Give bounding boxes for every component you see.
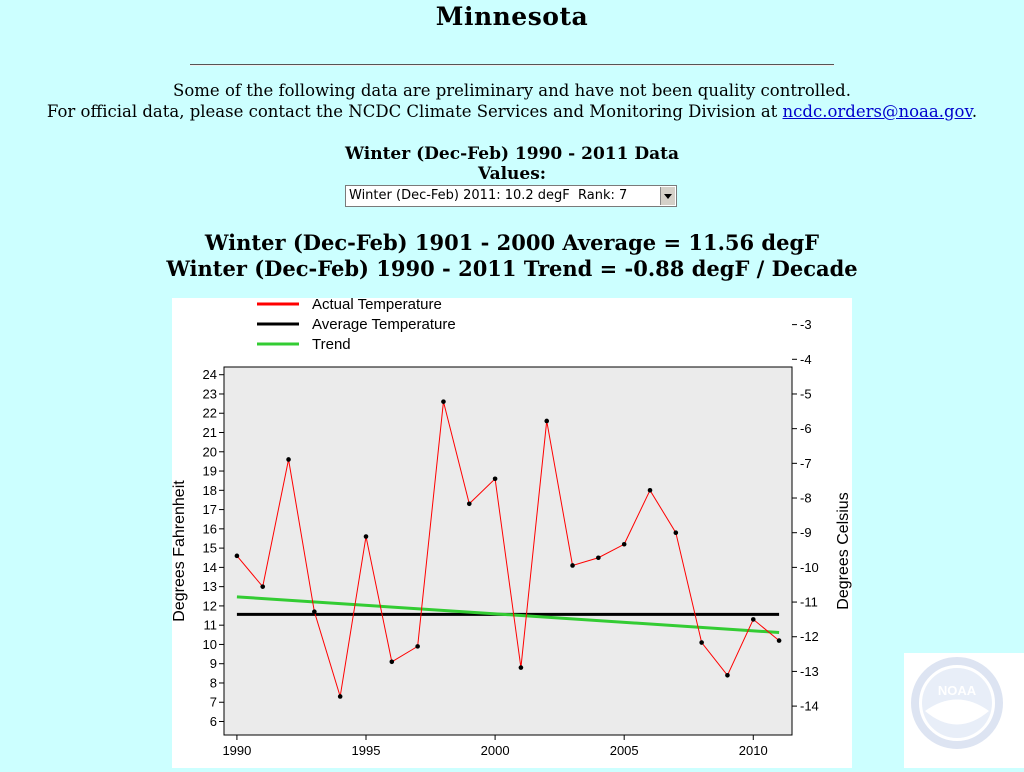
- values-label: Values:: [477, 164, 547, 184]
- chart-container: 67891011121314151617181920212223240-1-2-…: [172, 298, 852, 768]
- y-right-tick-label: -5: [800, 386, 812, 401]
- y-tick-label: 11: [204, 618, 218, 633]
- data-point: [596, 555, 601, 561]
- y-axis-label: Degrees Fahrenheit: [172, 480, 188, 622]
- notice-suffix: .: [971, 102, 978, 121]
- y-right-tick-label: -3: [800, 317, 812, 332]
- notice-prefix: For official data, please contact the NC…: [46, 102, 783, 121]
- y-right-tick-label: -14: [800, 699, 819, 714]
- data-point: [699, 640, 704, 645]
- stats-block: Winter (Dec-Feb) 1901 - 2000 Average = 1…: [0, 230, 1024, 282]
- y-tick-label: 9: [210, 656, 217, 671]
- data-point: [518, 665, 524, 670]
- y-tick-label: 7: [210, 695, 217, 710]
- data-point: [415, 644, 420, 649]
- data-point: [234, 553, 240, 559]
- data-point: [750, 617, 756, 622]
- x-tick-label: 1990: [222, 743, 251, 758]
- trend-line: [236, 595, 780, 634]
- y-axis-label-right: Degrees Celsius: [835, 492, 852, 609]
- y-right-tick-label: -7: [800, 456, 812, 471]
- y-right-tick-label: -11: [800, 595, 818, 610]
- values-dropdown[interactable]: Winter (Dec-Feb) 2011: 10.2 degF Rank: 7: [345, 185, 677, 207]
- chevron-down-icon[interactable]: [660, 187, 675, 205]
- data-point: [647, 488, 653, 493]
- y-right-tick-label: -10: [800, 560, 819, 575]
- data-point: [621, 541, 627, 547]
- noaa-logo-text: NOAA: [938, 683, 977, 698]
- y-tick-label: 10: [203, 637, 217, 652]
- page-title: Minnesota: [435, 2, 589, 31]
- data-heading: Winter (Dec-Feb) 1990 - 2011 Data: [344, 144, 680, 164]
- data-point: [389, 659, 395, 665]
- legend-label: Actual Temperature: [312, 298, 442, 313]
- data-point: [570, 563, 575, 568]
- y-right-tick-label: -12: [800, 629, 819, 644]
- y-tick-label: 22: [203, 406, 217, 421]
- data-notice: Some of the following data are prelimina…: [0, 80, 1024, 122]
- data-point: [363, 534, 369, 539]
- data-point: [673, 530, 679, 535]
- y-tick-label: 23: [203, 386, 217, 401]
- notice-line-2: For official data, please contact the NC…: [0, 101, 1024, 122]
- y-tick-label: 17: [203, 502, 217, 517]
- y-right-tick-label: -6: [800, 421, 812, 436]
- data-heading-block: Winter (Dec-Feb) 1990 - 2011 Data Values…: [0, 144, 1024, 184]
- data-point: [492, 476, 498, 482]
- trend-line: Winter (Dec-Feb) 1990 - 2011 Trend = -0.…: [166, 256, 858, 281]
- y-tick-label: 16: [203, 521, 217, 536]
- actual-temperature-line: [236, 401, 780, 697]
- x-tick-label: 2000: [481, 743, 510, 758]
- values-dropdown-value: Winter (Dec-Feb) 2011: 10.2 degF Rank: 7: [349, 188, 628, 203]
- y-tick-label: 8: [210, 675, 217, 690]
- y-tick-label: 6: [210, 714, 217, 729]
- y-tick-label: 13: [203, 579, 217, 594]
- y-tick-label: 18: [203, 483, 217, 498]
- legend-label: Average Temperature: [312, 316, 456, 333]
- data-point: [312, 609, 317, 614]
- y-right-tick-label: -4: [800, 352, 812, 367]
- y-right-tick-label: -8: [800, 491, 812, 506]
- data-point: [286, 457, 291, 462]
- y-tick-label: 20: [203, 444, 217, 459]
- data-point: [725, 672, 730, 678]
- y-tick-label: 21: [203, 425, 217, 440]
- average-line: Winter (Dec-Feb) 1901 - 2000 Average = 1…: [204, 230, 820, 255]
- y-right-tick-label: -13: [800, 664, 819, 679]
- y-tick-label: 15: [203, 541, 217, 556]
- data-point: [466, 501, 472, 507]
- y-tick-label: 24: [203, 367, 217, 382]
- data-point: [544, 418, 550, 424]
- x-tick-label: 2010: [739, 743, 768, 758]
- data-point: [260, 584, 266, 589]
- noaa-logo: NOAA: [904, 653, 1024, 768]
- notice-line-1: Some of the following data are prelimina…: [173, 81, 851, 100]
- legend-label: Trend: [312, 336, 351, 353]
- plot-area: [223, 366, 793, 736]
- temperature-chart: 67891011121314151617181920212223240-1-2-…: [172, 298, 852, 758]
- email-link[interactable]: ncdc.orders@noaa.gov: [782, 102, 972, 121]
- y-right-tick-label: -9: [800, 525, 812, 540]
- x-tick-label: 2005: [610, 743, 639, 758]
- y-tick-label: 12: [203, 598, 217, 613]
- x-tick-label: 1995: [352, 743, 381, 758]
- data-point: [441, 399, 446, 404]
- y-tick-label: 19: [203, 464, 217, 479]
- noaa-logo-icon: NOAA: [911, 657, 1003, 749]
- data-point: [337, 694, 343, 699]
- data-point: [776, 638, 782, 643]
- y-tick-label: 14: [203, 560, 217, 575]
- divider: [190, 64, 834, 66]
